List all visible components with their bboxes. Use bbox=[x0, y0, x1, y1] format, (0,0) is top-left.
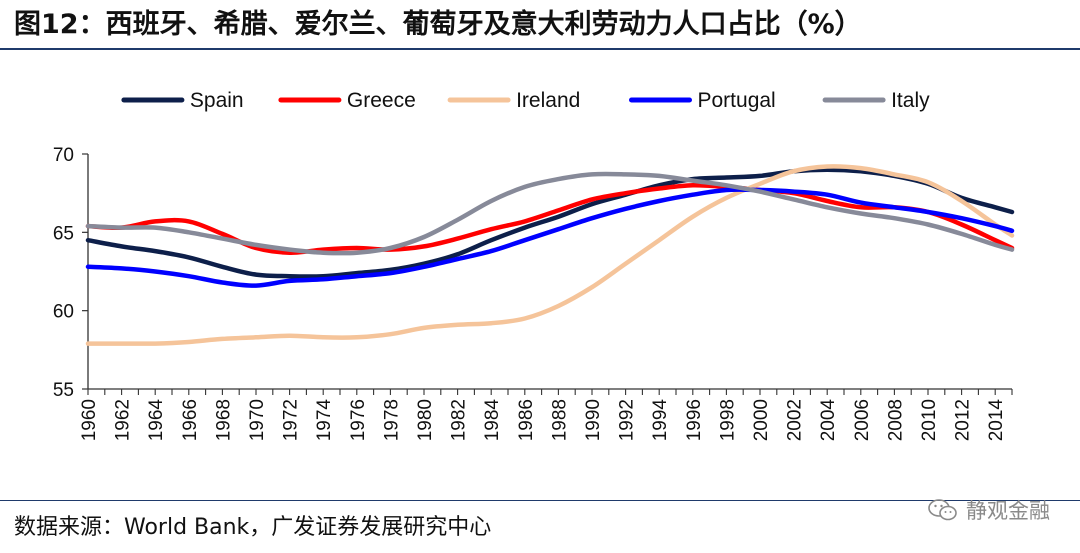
x-tick-label: 1962 bbox=[113, 399, 134, 441]
wechat-icon bbox=[928, 499, 957, 521]
x-tick-label: 2014 bbox=[986, 399, 1007, 442]
chart-axes bbox=[82, 153, 1013, 395]
x-tick-label: 1964 bbox=[146, 399, 167, 442]
chart-legend: Spain Greece Ireland Portugal Italy bbox=[121, 89, 930, 112]
legend-item-greece: Greece bbox=[278, 89, 416, 112]
x-tick-label: 1980 bbox=[415, 399, 436, 441]
legend-item-italy: Italy bbox=[822, 89, 930, 112]
source-note: 数据来源：World Bank，广发证券发展研究中心 bbox=[14, 515, 492, 540]
x-tick-label: 1984 bbox=[482, 399, 503, 442]
legend-label-italy: Italy bbox=[891, 89, 930, 112]
x-tick-label: 1968 bbox=[213, 399, 234, 441]
x-tick-label: 1996 bbox=[684, 399, 705, 441]
y-tick-label: 70 bbox=[53, 145, 74, 166]
legend-item-ireland: Ireland bbox=[447, 89, 580, 112]
x-tick-label: 1970 bbox=[247, 399, 268, 441]
x-tick-label: 2008 bbox=[885, 399, 906, 441]
figure-title: 图12：西班牙、希腊、爱尔兰、葡萄牙及意大利劳动力人口占比（%） bbox=[14, 9, 862, 40]
legend-label-ireland: Ireland bbox=[516, 89, 580, 112]
legend-label-greece: Greece bbox=[347, 89, 416, 112]
x-tick-label: 1994 bbox=[650, 399, 671, 442]
x-tick-label: 1986 bbox=[516, 399, 537, 441]
footer-divider bbox=[0, 500, 1080, 501]
x-tick-label: 1990 bbox=[583, 399, 604, 441]
series-line-ireland bbox=[85, 164, 1015, 346]
tick-labels: 55 60 65 70 1960 1962 1964 1966 1968 1970 1972 1974… bbox=[53, 145, 1007, 441]
series-line-spain bbox=[85, 167, 1015, 279]
x-tick-label: 1966 bbox=[180, 399, 201, 441]
title-divider bbox=[0, 48, 1080, 50]
x-tick-label: 1988 bbox=[549, 399, 570, 441]
legend-label-spain: Spain bbox=[190, 89, 244, 112]
x-tick-label: 1976 bbox=[348, 399, 369, 441]
watermark-text: 静观金融 bbox=[966, 499, 1050, 523]
x-tick-label: 2006 bbox=[852, 399, 873, 441]
line-chart: Spain Greece Ireland Portugal Italy 55 60 65 70… bbox=[53, 89, 1015, 441]
y-tick-label: 65 bbox=[53, 223, 74, 244]
series-line-portugal bbox=[85, 187, 1015, 288]
x-tick-label: 2000 bbox=[751, 399, 772, 441]
x-tick-label: 1982 bbox=[449, 399, 470, 441]
x-tick-label: 1998 bbox=[717, 399, 738, 441]
y-tick-label: 55 bbox=[53, 380, 74, 401]
x-tick-label: 1978 bbox=[381, 399, 402, 441]
x-tick-label: 1974 bbox=[314, 399, 335, 442]
series-line-italy bbox=[85, 171, 1015, 256]
series-layer bbox=[85, 164, 1015, 346]
x-tick-label: 1972 bbox=[281, 399, 302, 441]
legend-item-portugal: Portugal bbox=[629, 89, 776, 112]
x-tick-label: 1992 bbox=[617, 399, 638, 441]
y-tick-label: 60 bbox=[53, 302, 74, 323]
x-tick-label: 2012 bbox=[953, 399, 974, 441]
watermark: 静观金融 bbox=[928, 495, 1050, 525]
legend-item-spain: Spain bbox=[121, 89, 244, 112]
x-tick-label: 2002 bbox=[785, 399, 806, 441]
x-tick-label: 2004 bbox=[818, 399, 839, 442]
x-tick-label: 2010 bbox=[919, 399, 940, 441]
legend-label-portugal: Portugal bbox=[698, 89, 776, 112]
x-tick-label: 1960 bbox=[79, 399, 100, 441]
